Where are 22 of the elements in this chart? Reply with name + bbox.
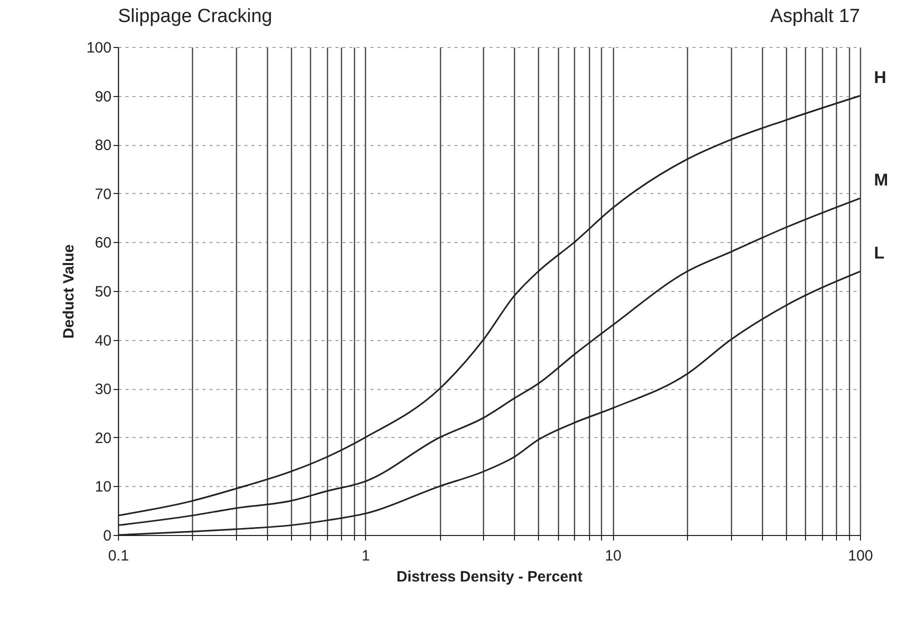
- y-tick-label: 60: [94, 234, 112, 252]
- x-tick-label: 1: [362, 548, 370, 564]
- y-tick-label: 20: [94, 430, 112, 447]
- y-tick-label: 90: [94, 88, 112, 106]
- y-axis-title: Deduct Value: [60, 244, 78, 339]
- y-tick-label: 100: [86, 40, 112, 56]
- y-tick-label: 40: [94, 332, 112, 350]
- series-label: M: [874, 170, 888, 190]
- y-tick-label: 70: [94, 186, 112, 203]
- chart-subtitle: Asphalt 17: [770, 6, 860, 28]
- series-label: L: [874, 243, 884, 262]
- x-tick-label: 10: [604, 548, 622, 564]
- y-tick-label: 30: [94, 381, 112, 398]
- x-tick-label: 0.1: [108, 548, 129, 564]
- x-tick-label: 100: [848, 548, 874, 564]
- y-tick-label: 80: [94, 137, 112, 154]
- chart-title: Slippage Cracking: [118, 6, 272, 28]
- y-tick-label: 0: [103, 528, 112, 544]
- x-axis-title: Distress Density - Percent: [396, 568, 582, 586]
- y-tick-label: 50: [94, 284, 112, 300]
- y-tick-label: 10: [94, 478, 112, 496]
- series-label: H: [874, 68, 886, 87]
